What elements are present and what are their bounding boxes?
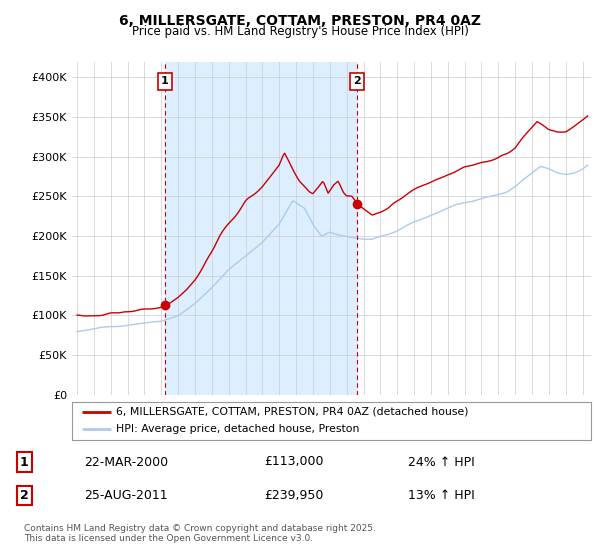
Bar (165, 62, 358, 395)
Text: HPI: Average price, detached house, Preston: HPI: Average price, detached house, Pres… (116, 424, 359, 435)
Text: 6, MILLERSGATE, COTTAM, PRESTON, PR4 0AZ (detached house): 6, MILLERSGATE, COTTAM, PRESTON, PR4 0AZ… (116, 407, 469, 417)
Text: 13% ↑ HPI: 13% ↑ HPI (408, 489, 475, 502)
Text: £113,000: £113,000 (264, 455, 323, 469)
Text: 1: 1 (20, 455, 28, 469)
Text: 25-AUG-2011: 25-AUG-2011 (84, 489, 167, 502)
Text: 22-MAR-2000: 22-MAR-2000 (84, 455, 168, 469)
Text: 6, MILLERSGATE, COTTAM, PRESTON, PR4 0AZ: 6, MILLERSGATE, COTTAM, PRESTON, PR4 0AZ (119, 14, 481, 28)
Text: £239,950: £239,950 (264, 489, 323, 502)
Text: Contains HM Land Registry data © Crown copyright and database right 2025.
This d: Contains HM Land Registry data © Crown c… (24, 524, 376, 543)
Text: 1: 1 (161, 76, 169, 86)
Text: Price paid vs. HM Land Registry's House Price Index (HPI): Price paid vs. HM Land Registry's House … (131, 25, 469, 38)
Text: 2: 2 (353, 76, 361, 86)
Text: 24% ↑ HPI: 24% ↑ HPI (408, 455, 475, 469)
Text: 2: 2 (20, 489, 28, 502)
